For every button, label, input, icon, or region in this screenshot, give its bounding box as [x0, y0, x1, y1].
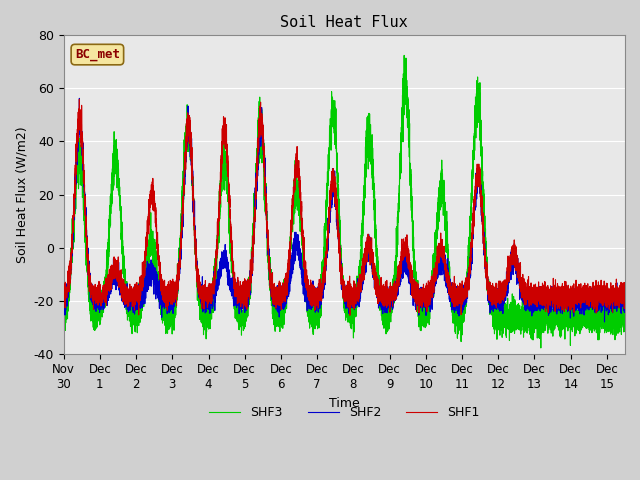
Line: SHF2: SHF2 — [63, 98, 625, 322]
SHF2 — [287, 272, 294, 278]
SHF2 — [261, 166, 269, 172]
SHF3 — [261, 183, 269, 189]
SHF1 — [60, 283, 67, 288]
SHF3 — [296, 217, 304, 223]
SHF3 — [60, 319, 67, 324]
SHF1 — [495, 295, 502, 300]
SHF2 — [621, 309, 628, 315]
SHF2 — [495, 294, 502, 300]
SHF1 — [346, 312, 354, 318]
SHF3 — [400, 52, 408, 58]
SHF2 — [601, 319, 609, 325]
SHF3 — [621, 327, 628, 333]
Line: SHF1: SHF1 — [63, 99, 625, 315]
SHF3 — [548, 310, 556, 316]
SHF1 — [287, 241, 294, 247]
Line: SHF3: SHF3 — [63, 55, 625, 348]
SHF2 — [60, 292, 67, 298]
Legend: SHF3, SHF2, SHF1: SHF3, SHF2, SHF1 — [204, 401, 484, 424]
SHF3 — [495, 306, 502, 312]
Title: Soil Heat Flux: Soil Heat Flux — [280, 15, 408, 30]
SHF1 — [621, 282, 628, 288]
SHF3 — [537, 345, 545, 351]
SHF2 — [296, 251, 304, 256]
SHF1 — [76, 96, 83, 102]
SHF1 — [261, 169, 269, 175]
Y-axis label: Soil Heat Flux (W/m2): Soil Heat Flux (W/m2) — [15, 126, 28, 263]
Text: BC_met: BC_met — [75, 48, 120, 61]
SHF3 — [253, 148, 261, 154]
SHF3 — [287, 246, 294, 252]
SHF2 — [254, 157, 262, 163]
SHF1 — [296, 185, 304, 191]
SHF1 — [548, 293, 556, 299]
SHF1 — [254, 155, 262, 161]
X-axis label: Time: Time — [329, 397, 360, 410]
SHF2 — [548, 294, 556, 300]
SHF2 — [76, 96, 83, 101]
